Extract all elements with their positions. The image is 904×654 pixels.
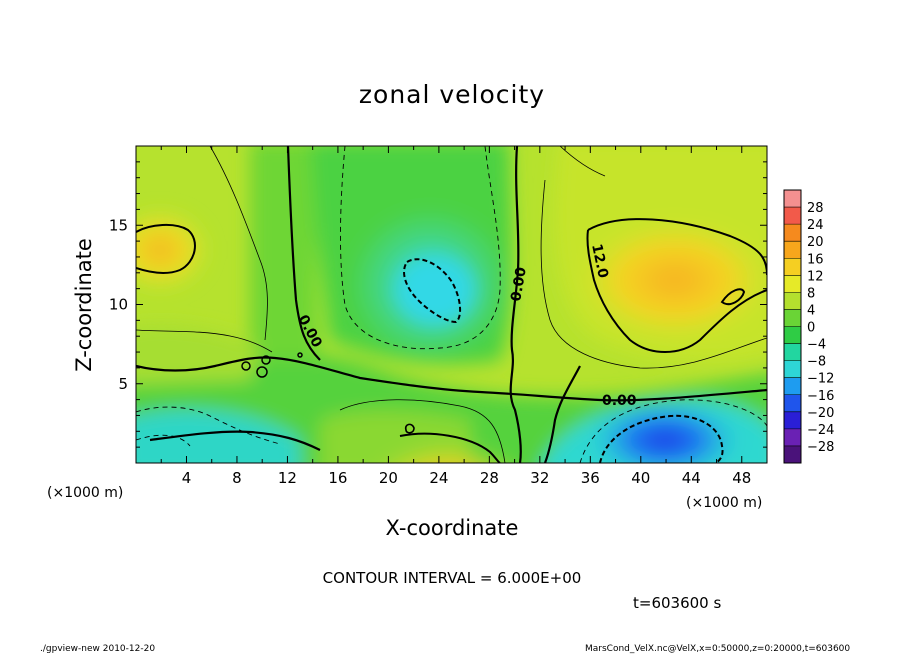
cyan-lower-left (136, 409, 300, 463)
colorbar-swatch (784, 258, 801, 276)
colorbar-swatch (784, 360, 801, 378)
contour-12-left (136, 224, 196, 275)
blue-blob (585, 398, 745, 463)
contour-zero-bottom (136, 356, 767, 402)
x-tick-label: 12 (278, 469, 297, 487)
colorbar-label: 24 (807, 218, 824, 233)
contour-lines (136, 146, 767, 463)
contour-zero-left-vertical (286, 146, 321, 361)
contour-label: 0.00 (508, 266, 530, 303)
colorbar-label: 20 (807, 235, 824, 250)
y-tick-label: 10 (109, 296, 128, 314)
colorbar-swatch (784, 241, 801, 259)
footer-left: ./gpview-new 2010-12-20 (40, 644, 155, 654)
colorbar-label: 12 (807, 269, 824, 284)
colorbar-swatch (784, 445, 801, 464)
y-tick-label: 15 (109, 216, 128, 234)
colorbar-swatch (784, 292, 801, 310)
colorbar: 28 24 20 16 12 8 4 0 −4 −8 −12 −16 −20 −24 −28 (783, 189, 834, 464)
green-stripe (250, 146, 322, 360)
contour-12-right (586, 218, 767, 353)
colorbar-label: 16 (807, 252, 824, 267)
contour-neg-bottomright (599, 414, 724, 463)
colorbar-swatch (784, 411, 801, 430)
x-tick-label: 40 (631, 469, 650, 487)
x-tick-label: 36 (581, 469, 600, 487)
contour-label: 0.00 (602, 393, 637, 409)
x-tick-label: 4 (182, 469, 192, 487)
colorbar-label: 0 (807, 321, 815, 336)
colorbar-label: −4 (807, 338, 826, 353)
x-axis-unit-right: (×1000 m) (686, 495, 762, 511)
colorbar-swatch (784, 377, 801, 396)
colorbar-swatch (784, 326, 801, 344)
colorbar-label: 4 (807, 303, 815, 318)
colorbar-swatch (784, 275, 801, 293)
colorbar-label: −16 (807, 389, 834, 404)
yellow-right (575, 218, 767, 342)
colorbar-swatch (784, 309, 801, 327)
colorbar-label: −12 (807, 372, 834, 387)
x-tick-label: 20 (379, 469, 398, 487)
yellow-left (136, 208, 210, 292)
colorbar-swatch (784, 207, 801, 225)
y-tick-label: 5 (118, 375, 128, 393)
colorbar-label: −24 (807, 423, 834, 438)
contour-zero-right-branch (543, 365, 581, 463)
contour-label: 12.0 (588, 243, 611, 280)
x-tick-label: 44 (682, 469, 701, 487)
colorbar-label: 28 (807, 201, 824, 216)
contour-zero-center-vertical (509, 146, 522, 463)
orange-blob (373, 416, 523, 463)
contour-zero-lowerleft (149, 430, 321, 451)
y-axis-ticks: 5 10 15 (109, 161, 767, 448)
footer-right: MarsCond_VelX.nc@VelX,x=0:50000,z=0:2000… (585, 644, 850, 654)
colorbar-label: 8 (807, 286, 815, 301)
x-tick-label: 32 (530, 469, 549, 487)
y-axis-label: Z-coordinate (72, 238, 96, 372)
x-axis-ticks: 4 8 12 16 20 24 28 32 36 40 44 48 (160, 146, 751, 487)
contour-neg-center-inner (403, 258, 462, 324)
colorbar-swatch (784, 224, 801, 242)
colorbar-swatch (784, 394, 801, 413)
colorbar-label: −28 (807, 440, 834, 455)
colorbar-label: −20 (807, 406, 834, 421)
time-label: t=603600 s (633, 594, 721, 612)
x-tick-label: 16 (328, 469, 347, 487)
heatmap-field (136, 146, 767, 463)
x-axis-label: X-coordinate (386, 516, 519, 540)
chart-title: zonal velocity (359, 80, 545, 109)
x-tick-label: 8 (232, 469, 242, 487)
x-tick-label: 24 (429, 469, 448, 487)
colorbar-swatch (784, 190, 801, 208)
x-tick-label: 28 (480, 469, 499, 487)
contour-neg-center (340, 146, 501, 350)
colorbar-swatch (784, 343, 801, 361)
contour-interval: CONTOUR INTERVAL = 6.000E+00 (323, 569, 582, 587)
x-tick-label: 48 (732, 469, 751, 487)
colorbar-swatch (784, 428, 801, 447)
x-axis-unit-left: (×1000 m) (47, 485, 123, 501)
colorbar-label: −8 (807, 355, 826, 370)
